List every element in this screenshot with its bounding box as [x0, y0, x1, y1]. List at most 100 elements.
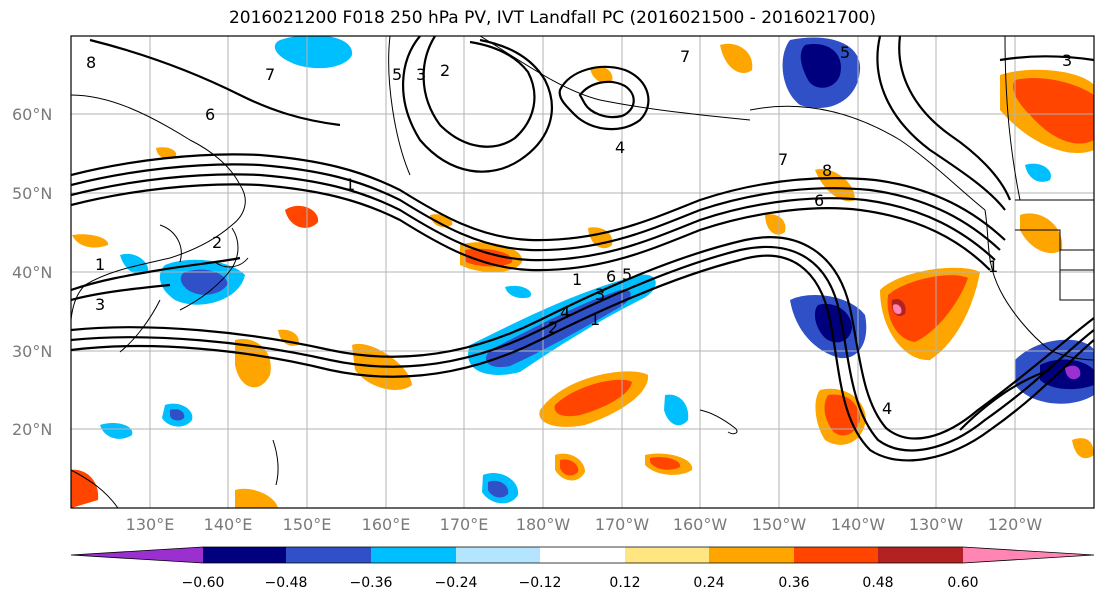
lon-label: 150°E: [283, 515, 332, 534]
positive-anomaly-region: [590, 66, 613, 84]
lon-label: 180°W: [516, 515, 571, 534]
lat-label: 50°N: [12, 184, 52, 203]
colorbar-segments: [70, 546, 1095, 564]
lat-label: 40°N: [12, 263, 52, 282]
positive-anomaly-region: [156, 147, 177, 159]
negative-anomaly-region: [664, 394, 689, 426]
lon-label: 160°W: [673, 515, 728, 534]
colorbar-ticks: −0.60 −0.48 −0.36 −0.24 −0.12 0.12 0.24 …: [182, 575, 979, 591]
contour-label: 1: [590, 310, 600, 329]
colorbar-tick-label: 0.60: [947, 575, 978, 591]
lat-label: 20°N: [12, 420, 52, 439]
lon-label: 120°W: [988, 515, 1043, 534]
contour-label: 3: [95, 295, 105, 314]
coastlines: [71, 36, 1094, 508]
contour-label: 4: [560, 303, 570, 322]
negative-anomaly-region: [274, 36, 353, 69]
map-title: 2016021200 F018 250 hPa PV, IVT Landfall…: [228, 8, 876, 28]
negative-anomaly-region: [488, 480, 509, 498]
contour-label: 6: [205, 105, 215, 124]
contour-label: 5: [840, 43, 850, 62]
contour-label-group: 8 7 6 5 3 2 1 3 2 1 4 7 8 6 7 6 5 1 4 2 …: [86, 43, 1072, 418]
contour-label: 1: [988, 257, 998, 276]
colorbar-tick-label: −0.60: [182, 575, 225, 591]
colorbar-tick-label: −0.36: [350, 575, 393, 591]
colorbar-tick-label: 0.12: [609, 575, 640, 591]
contour-label: 5: [622, 265, 632, 284]
positive-anomaly-region: [1013, 77, 1094, 144]
contour-label: 7: [778, 150, 788, 169]
lat-label: 60°N: [12, 105, 52, 124]
lon-label: 140°E: [204, 515, 253, 534]
colorbar-tick-label: 0.24: [693, 575, 724, 591]
colorbar-segment: [794, 547, 878, 563]
positive-anomaly-region: [765, 214, 786, 235]
contour-label: 6: [606, 267, 616, 286]
lon-label: 170°W: [595, 515, 650, 534]
contour-label: 2: [440, 61, 450, 80]
longitude-labels: 130°E 140°E 150°E 160°E 170°E 180°W 170°…: [126, 515, 1043, 534]
colorbar: −0.60 −0.48 −0.36 −0.24 −0.12 0.12 0.24 …: [70, 546, 1095, 591]
colorbar-segment: [456, 547, 540, 563]
negative-anomaly-region: [505, 285, 531, 299]
colorbar-outline: [70, 546, 1095, 564]
lon-label: 130°W: [909, 515, 964, 534]
pv-contours: [71, 36, 1094, 462]
negative-anomaly-region: [800, 44, 841, 88]
map-content: [71, 36, 1094, 508]
contour-label: 7: [265, 65, 275, 84]
colorbar-segment: [878, 547, 963, 563]
lon-label: 170°E: [440, 515, 489, 534]
lat-label: 30°N: [12, 342, 52, 361]
colorbar-segment: [71, 547, 203, 563]
colorbar-tick-label: −0.48: [265, 575, 308, 591]
contour-label: 4: [882, 399, 892, 418]
contour-label: 6: [814, 191, 824, 210]
positive-anomaly-region: [824, 394, 860, 436]
negative-anomaly-region: [170, 409, 185, 421]
colorbar-segment: [709, 547, 794, 563]
contour-label: 8: [822, 161, 832, 180]
negative-anomaly-region: [120, 253, 149, 275]
lon-label: 130°E: [126, 515, 175, 534]
colorbar-segment: [371, 547, 456, 563]
negative-anomaly-region: [180, 269, 228, 295]
positive-anomaly-region: [720, 43, 753, 73]
contour-label: 2: [212, 233, 222, 252]
colorbar-tick-label: 0.48: [862, 575, 893, 591]
positive-anomaly-region: [71, 469, 99, 508]
colorbar-segment: [625, 547, 709, 563]
positive-anomaly-region: [1020, 213, 1063, 254]
negative-anomaly-region: [1025, 163, 1051, 182]
contour-label: 3: [416, 65, 426, 84]
lon-label: 150°W: [752, 515, 807, 534]
contour-label: 2: [548, 318, 558, 337]
positive-anomaly-region: [560, 459, 579, 476]
colorbar-segment: [963, 547, 1094, 563]
positive-anomaly-region: [554, 379, 632, 417]
positive-anomaly-region: [650, 457, 681, 470]
anomaly-fill-layer: [71, 36, 1094, 508]
graticule: [71, 36, 1094, 508]
contour-label: 3: [1062, 51, 1072, 70]
contour-label: 7: [680, 47, 690, 66]
colorbar-tick-label: −0.24: [435, 575, 478, 591]
contour-label: 1: [95, 255, 105, 274]
contour-label: 4: [615, 138, 625, 157]
colorbar-segment: [286, 547, 371, 563]
positive-anomaly-region: [285, 205, 319, 228]
positive-anomaly-region: [72, 234, 109, 248]
colorbar-segment: [203, 547, 286, 563]
latitude-labels: 60°N 50°N 40°N 30°N 20°N: [12, 105, 52, 439]
positive-anomaly-region: [887, 275, 968, 342]
positive-anomaly-region: [1072, 438, 1094, 459]
lon-label: 140°W: [831, 515, 886, 534]
colorbar-tick-label: −0.12: [519, 575, 562, 591]
contour-label: 1: [572, 270, 582, 289]
positive-anomaly-region: [235, 488, 278, 508]
positive-anomaly-region: [465, 248, 513, 267]
lon-label: 160°E: [362, 515, 411, 534]
contour-label: 5: [392, 65, 402, 84]
contour-label: 8: [86, 53, 96, 72]
